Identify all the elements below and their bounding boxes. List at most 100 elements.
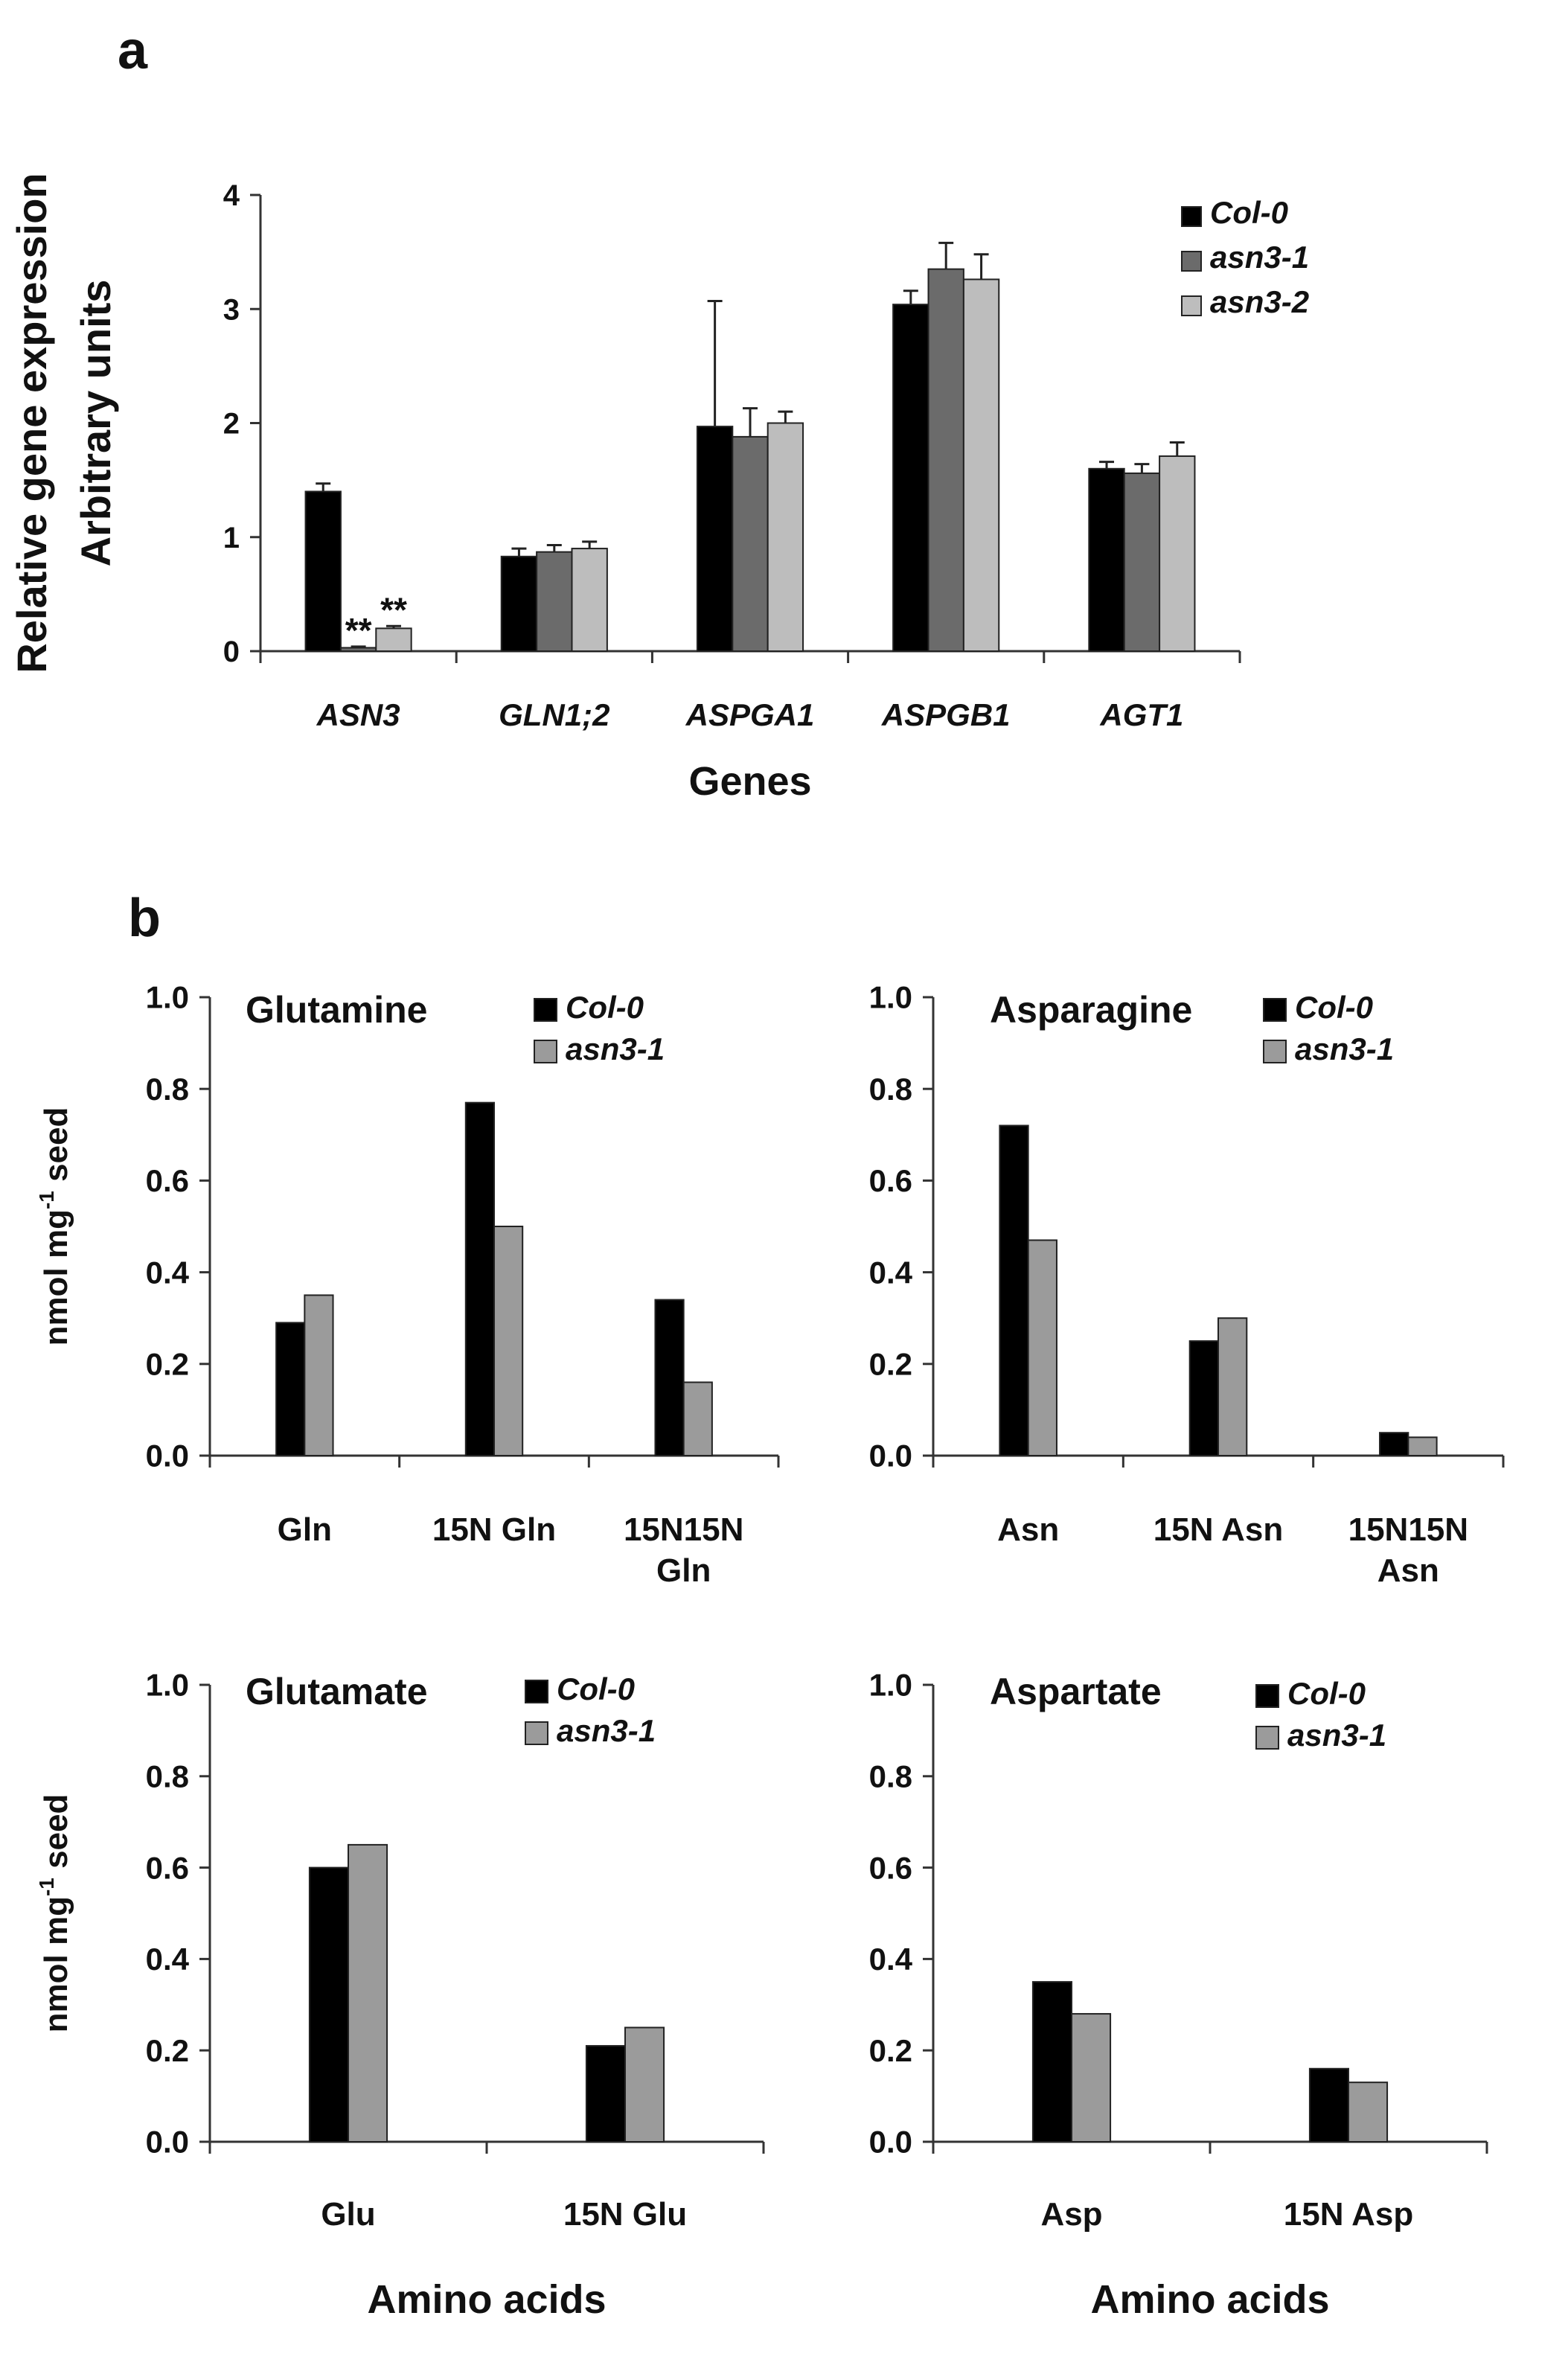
legend-swatch-Col-0 [534,998,557,1022]
y-axis-label: Relative gene expression [8,173,55,673]
legend-label-asn3-1: asn3-1 [1295,1031,1394,1066]
y-tick-label: 4 [223,179,240,212]
y-axis-label: nmol mg-1 seed [35,1107,74,1346]
bar-asn3-1-1 [536,551,573,652]
bar-asn3-1-1 [1217,1317,1248,1456]
y-tick-label: 0.6 [869,1163,912,1198]
y-axis-label-superscript: -1 [35,1191,58,1209]
bar-asn3-1-1 [493,1226,524,1456]
legend-swatch-asn3-1 [534,1040,557,1063]
bar-asn3-1-0 [1027,1239,1057,1456]
x-axis-label: Genes [688,759,811,804]
chart-title: Glutamine [246,989,427,1031]
x-category-label: 15N Glu [563,2196,687,2233]
y-axis-label: nmol mg-1 seed [35,1794,74,2033]
y-tick-label: 0.4 [869,1255,913,1290]
bar-Col-0-2 [696,426,734,652]
y-tick-label: 0 [223,636,240,668]
significance-annotation: ** [345,611,372,650]
y-tick-label: 0.0 [146,1439,189,1473]
bar-asn3-1-3 [927,268,964,652]
bar-Col-0-1 [500,555,538,652]
x-category-label: 15N Asn [1153,1511,1283,1548]
legend-label-asn3-1: asn3-1 [1210,240,1309,275]
x-category-label: GLN1;2 [499,697,609,732]
y-tick-label: 1.0 [146,980,189,1015]
y-axis-label-suffix: seed [38,1107,74,1191]
y-axis-label-main: nmol mg [38,1896,74,2032]
x-category-label: Asn [997,1511,1059,1548]
legend-swatch-asn3-1 [525,1721,548,1745]
bar-Col-0-2 [1379,1432,1409,1456]
bar-asn3-2-0 [375,627,412,652]
y-tick-label: 0.2 [146,1347,189,1382]
x-category-label: Glu [321,2196,375,2233]
legend-label-asn3-2: asn3-2 [1210,284,1309,319]
chart-b3: 0.0 0.2 0.4 0.6 0.8 1.0 Glu 15N Glu Glutamate Col… [35,1668,765,2322]
bar-Col-0-1 [1308,2067,1350,2143]
bar-asn3-1-1 [624,2026,665,2143]
y-axis-label-superscript: -1 [35,1878,58,1896]
legend-swatch-Col-0 [1255,1684,1279,1708]
bar-Col-0-0 [304,490,342,653]
bar-asn3-1-0 [348,1843,388,2143]
bar-asn3-1-4 [1123,472,1161,652]
y-tick-label: 3 [223,293,240,326]
bar-asn3-1-2 [1407,1436,1438,1456]
y-tick-label: 0.6 [869,1850,912,1885]
bar-Col-0-4 [1088,467,1125,652]
legend-label-Col-0: Col-0 [1210,195,1288,230]
charts-layer: 0 1 2 3 4 ASN3 GLN1;2 ASPGA1 ASPGB1 AGT1 **** Col-0… [8,173,1505,2322]
x-category-label: 15N15N [1348,1511,1468,1548]
y-axis-label-main: nmol mg [38,1209,74,1345]
y-tick-label: 0.0 [146,2125,189,2160]
y-tick-label: 1.0 [869,980,912,1015]
x-category-label: Gln [278,1511,332,1548]
bar-asn3-2-4 [1159,455,1196,652]
legend-swatch-asn3-2 [1181,295,1202,316]
y-tick-label: 1 [223,522,240,554]
y-tick-label: 0.4 [146,1942,190,1977]
legend-label-Col-0: Col-0 [557,1671,635,1706]
legend-label-Col-0: Col-0 [1295,990,1373,1025]
y-tick-label: 0.2 [146,2033,189,2068]
x-category-label: AGT1 [1099,697,1183,732]
legend-swatch-Col-0 [1181,206,1202,227]
legend-swatch-asn3-1 [1181,251,1202,272]
legend-swatch-Col-0 [1263,998,1287,1022]
legend-swatch-asn3-1 [1255,1726,1279,1750]
bar-asn3-1-0 [1071,2013,1112,2143]
x-category-label: Gln [656,1552,711,1589]
chart-title: Aspartate [990,1671,1162,1712]
chart-title: Glutamate [246,1671,428,1712]
y-tick-label: 0.2 [869,1347,912,1382]
legend-label-Col-0: Col-0 [566,990,644,1025]
legend-label-asn3-1: asn3-1 [557,1713,656,1748]
y-tick-label: 1.0 [869,1668,912,1703]
y-tick-label: 0.0 [869,2125,912,2160]
y-axis-label-suffix: seed [38,1794,74,1878]
bar-Col-0-0 [275,1322,306,1456]
bar-Col-0-1 [585,2045,626,2143]
y-tick-label: 0.0 [869,1439,912,1473]
x-category-label: ASPGA1 [685,697,815,732]
bar-asn3-1-1 [1348,2081,1389,2143]
legend-label-asn3-1: asn3-1 [566,1031,665,1066]
chart-b4: 0.0 0.2 0.4 0.6 0.8 1.0 Asp 15N Asp Aspartate Col… [869,1668,1488,2322]
bar-Col-0-3 [892,304,929,652]
y-tick-label: 1.0 [146,1668,189,1703]
chart-b2: 0.0 0.2 0.4 0.6 0.8 1.0 Asn 15N Asn 15N15N Asn Asp… [869,980,1505,1589]
x-category-label: Asn [1377,1552,1439,1589]
y-tick-label: 0.4 [869,1942,913,1977]
bar-Col-0-0 [1031,1981,1073,2143]
chart-b1: 0.0 0.2 0.4 0.6 0.8 1.0 Gln 15N Gln 15N15N Gln Glu… [35,980,780,1589]
bar-Col-0-1 [1188,1340,1219,1456]
legend-swatch-asn3-1 [1263,1040,1287,1063]
y-tick-label: 0.8 [869,1759,912,1794]
bar-Col-0-0 [999,1124,1029,1456]
bar-Col-0-0 [308,1866,350,2143]
panel-a-letter: a [118,21,148,80]
x-category-label: 15N Asp [1284,2196,1413,2233]
bar-Col-0-1 [464,1101,495,1457]
